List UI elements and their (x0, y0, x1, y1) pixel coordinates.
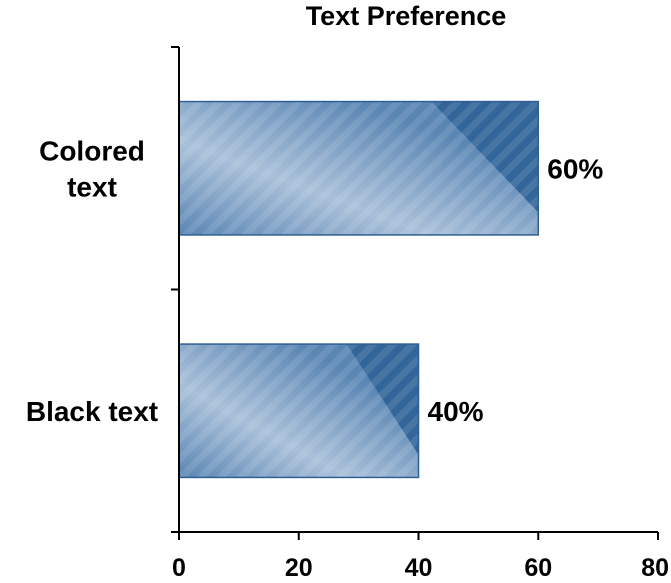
category-label: Black text (26, 396, 158, 427)
labels-layer: 60% Colored text 40% Black text (26, 135, 604, 427)
x-tick-label: 80 (641, 554, 669, 582)
x-tick-label: 40 (405, 554, 433, 582)
x-tick-label: 60 (524, 554, 552, 582)
bar-group (178, 343, 420, 479)
data-label: 60% (547, 153, 603, 184)
bar-group (178, 100, 539, 236)
x-tick-label: 0 (172, 554, 186, 582)
category-label: text (67, 171, 117, 202)
data-label: 40% (428, 396, 484, 427)
ticks-layer: 0 20 40 60 80 (171, 46, 669, 582)
x-tick-label: 20 (285, 554, 313, 582)
bar-stripes (179, 101, 539, 235)
chart-title: Text Preference (306, 1, 507, 31)
bars-layer (178, 100, 539, 479)
bar-stripes (179, 344, 419, 478)
category-label: Colored (39, 135, 145, 166)
